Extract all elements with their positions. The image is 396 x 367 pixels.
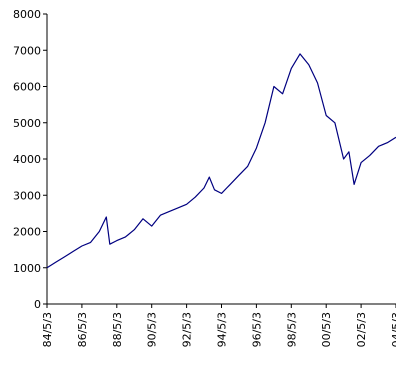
x-tick-label: 94/5/3 [216, 312, 229, 347]
x-tick-label: 96/5/3 [250, 312, 263, 347]
x-tick-label: 04/5/3 [390, 312, 396, 347]
x-tick-label: 02/5/3 [355, 312, 368, 347]
series-group [46, 53, 396, 269]
series-line [46, 53, 396, 269]
y-tick-label: 1000 [13, 262, 41, 275]
y-tick-label: 5000 [13, 117, 41, 130]
x-tick-label: 92/5/3 [181, 312, 194, 347]
y-tick-label: 6000 [13, 81, 41, 94]
x-tick-label: 84/5/3 [41, 312, 54, 347]
x-tick-label: 86/5/3 [76, 312, 89, 347]
x-axis: 84/5/3 86/5/3 88/5/3 90/5/3 92/5/3 94/5/3 96/5… [41, 303, 396, 347]
y-tick-label: 2000 [13, 226, 41, 239]
y-tick-label: 7000 [13, 44, 41, 57]
x-tick-label: 88/5/3 [111, 312, 124, 347]
y-tick-label: 4000 [13, 153, 41, 166]
y-axis: 0 1000 2000 3000 4000 5000 6000 7000 8000 [13, 8, 48, 311]
x-tick-label: 98/5/3 [285, 312, 298, 347]
x-tick-label: 90/5/3 [146, 312, 159, 347]
y-tick-label: 3000 [13, 189, 41, 202]
x-tick-label: 00/5/3 [320, 312, 333, 347]
y-tick-label: 0 [34, 298, 41, 311]
y-tick-label: 8000 [13, 8, 41, 21]
